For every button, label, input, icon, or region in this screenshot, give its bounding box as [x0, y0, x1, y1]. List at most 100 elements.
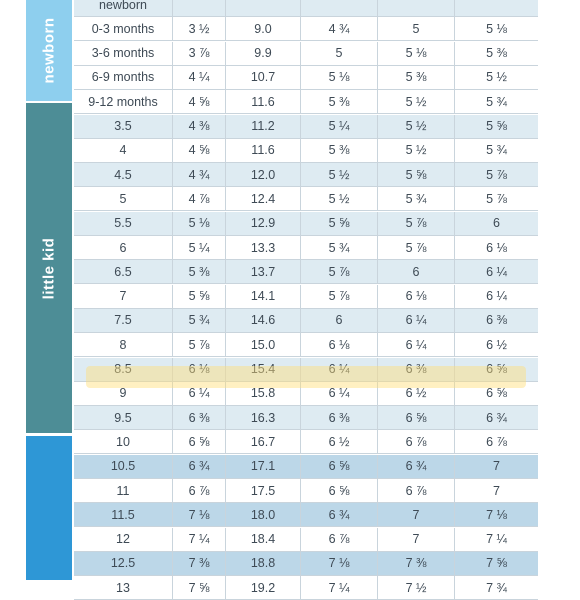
- table-cell: 4: [74, 138, 173, 162]
- table-cell: 6 ⅝: [378, 406, 455, 430]
- table-cell: 5 ⅜: [486, 46, 507, 61]
- table-cell: 6 ⅝: [173, 430, 226, 454]
- table-cell: 6 ⅜: [378, 357, 455, 381]
- table-cell: [455, 0, 538, 16]
- table-cell: 5 ¼: [301, 114, 378, 138]
- table-cell: 7 ¼: [486, 532, 507, 547]
- table-cell: 17.1: [226, 454, 301, 478]
- table-cell: 8: [74, 333, 173, 357]
- table-cell: 7 ⅜: [173, 551, 226, 575]
- table-cell: 4 ⅞: [173, 187, 226, 211]
- table-cell: 3 ⅞: [173, 41, 226, 65]
- table-cell: 6 ⅜: [301, 406, 378, 430]
- table-cell: 7: [74, 284, 173, 308]
- table-cell: 15.4: [226, 357, 301, 381]
- table-cell: 6: [74, 236, 173, 259]
- table-cell: 10: [74, 430, 173, 454]
- group-label-text: little kid: [40, 237, 58, 299]
- table-cell: newborn: [74, 0, 173, 16]
- table-cell: 6: [301, 308, 378, 332]
- table-cell: 15.8: [226, 381, 301, 405]
- table-cell: 5: [301, 41, 378, 65]
- table-cell: 10.7: [226, 65, 301, 89]
- table-row: newborn: [74, 0, 538, 17]
- table-cell: 4 ¾: [301, 17, 378, 41]
- table-cell: 5 ½: [301, 163, 378, 187]
- table-cell: [226, 0, 301, 16]
- table-cell: 5 ½: [301, 187, 378, 211]
- table-cell: 14.6: [226, 308, 301, 332]
- table-cell: 5 ½: [378, 90, 455, 114]
- table-cell: 9: [74, 381, 173, 405]
- table-cell: 4 ⅝: [173, 138, 226, 162]
- table-cell: 6 ½: [486, 337, 507, 352]
- table-cell: 5 ⅞: [486, 191, 507, 206]
- table-cell: 6 ⅜: [173, 406, 226, 430]
- table-cell: 6 ⅝: [486, 386, 507, 401]
- table-cell: 5 ⅞: [301, 260, 378, 284]
- table-cell: 3 ½: [173, 17, 226, 41]
- table-cell: 12.0: [226, 163, 301, 187]
- table-cell: 12: [74, 527, 173, 551]
- table-cell: 5 ½: [378, 114, 455, 138]
- table-cell: 6 ¾: [378, 454, 455, 478]
- table-cell: 11.5: [74, 503, 173, 527]
- table-cell: 6 ¼: [173, 381, 226, 405]
- table-cell: 12.9: [226, 211, 301, 235]
- table-cell: 6 ¼: [301, 357, 378, 381]
- table-cell: 9.9: [226, 41, 301, 65]
- table-cell: 18.8: [226, 551, 301, 575]
- table-cell: [173, 0, 226, 16]
- table-cell: 6 ⅜: [486, 313, 507, 328]
- table-cell: 5: [74, 187, 173, 211]
- table-cell: 6 ⅝: [486, 362, 507, 376]
- table-cell: 3-6 months: [74, 41, 173, 65]
- table-cell: 6 ¾: [301, 503, 378, 527]
- table-cell: 13.3: [226, 236, 301, 259]
- table-cell: 6 ⅞: [378, 479, 455, 502]
- table-cell: 10.5: [74, 454, 173, 478]
- table-cell: 5 ⅝: [378, 163, 455, 187]
- table-cell: 6 ¾: [486, 410, 507, 425]
- group-label-0: newborn: [26, 0, 72, 101]
- table-row: 7.5 5 ¾ 14.6 6 6 ¼ 6 ⅜: [74, 308, 538, 333]
- group-label-1: little kid: [26, 103, 72, 433]
- table-cell: 6 ½: [301, 430, 378, 454]
- table-cell: 6 ¾: [173, 454, 226, 478]
- table-cell: 4 ⅝: [173, 90, 226, 114]
- table-cell: 14.1: [226, 284, 301, 308]
- table-cell: 6 ⅝: [301, 454, 378, 478]
- table-cell: 15.0: [226, 333, 301, 357]
- table-cell: 16.3: [226, 406, 301, 430]
- table-cell: 6 ⅞: [486, 434, 507, 449]
- table-cell: 12.5: [74, 551, 173, 575]
- table-cell: 6 ⅞: [301, 527, 378, 551]
- table-cell: 5 ⅛: [486, 21, 507, 36]
- table-cell: 4 ¼: [173, 65, 226, 89]
- table-cell: 8.5: [74, 357, 173, 381]
- table-cell: 11: [74, 479, 173, 502]
- table-cell: 7: [493, 483, 500, 498]
- table-cell: 5 ⅜: [378, 65, 455, 89]
- table-cell: 5 ⅛: [378, 41, 455, 65]
- table-cell: 7: [378, 527, 455, 551]
- table-cell: 6 ¼: [486, 264, 507, 279]
- table-cell: [301, 0, 378, 16]
- table-cell: 5 ⅞: [486, 167, 507, 182]
- table-cell: 5 ¾: [173, 308, 226, 332]
- table-cell: 5 ⅝: [301, 211, 378, 235]
- table-cell: 18.4: [226, 527, 301, 551]
- table-cell: 3.5: [74, 114, 173, 138]
